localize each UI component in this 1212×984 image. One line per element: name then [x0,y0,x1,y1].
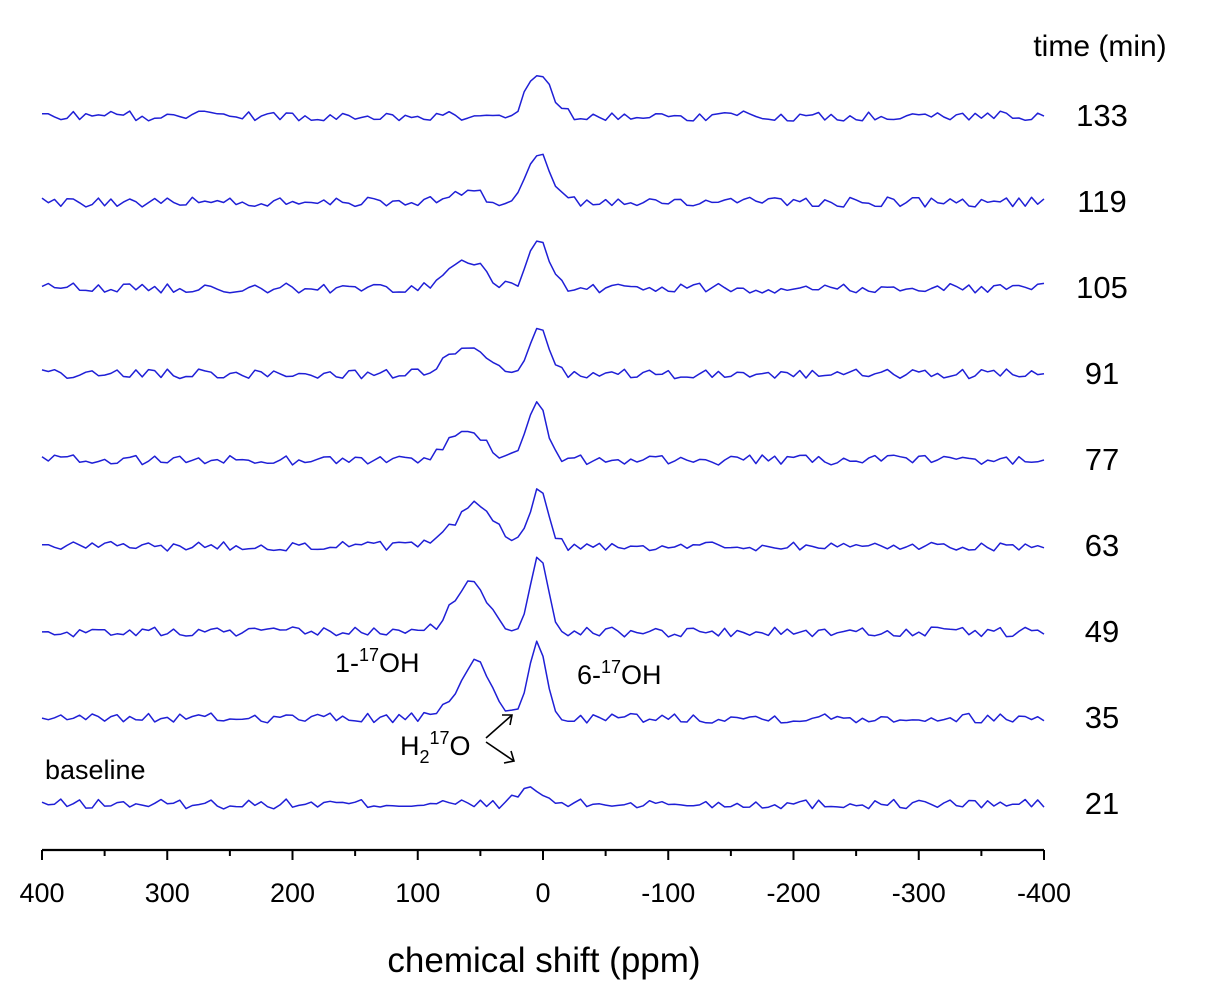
annotation-6-17oh-sup: 17 [601,657,621,677]
spectrum-trace-119 [41,153,1045,208]
spectrum-trace-63 [42,488,1045,552]
x-tick-label: 400 [19,878,64,908]
annotation-baseline: baseline [45,755,146,785]
time-header: time (min) [1033,30,1166,63]
annotation-1-17oh: 1-17OH [335,645,420,678]
spectra-traces [41,75,1045,810]
x-tick-label: -200 [766,878,820,908]
arrow-up-head [502,714,513,726]
spectrum-trace-49 [41,556,1045,638]
x-axis-ticks: 400 300 200 100 0 -100 -200 -300 -400 [19,850,1071,908]
time-labels: 21 35 49 63 77 91 105 119 133 [1076,98,1128,821]
x-tick-label: -300 [892,878,946,908]
spectrum-trace-77 [41,401,1045,466]
annotation-6-17oh-suffix: OH [621,660,662,690]
annotation-h2-17o-sub: 2 [420,747,430,767]
x-tick-label: 200 [270,878,315,908]
arrow-up-line [485,714,513,739]
time-label-91: 91 [1085,356,1119,391]
spectrum-trace-133 [42,75,1045,122]
spectrum-trace-91 [41,327,1045,380]
time-label-119: 119 [1077,184,1126,219]
annotation-h2-17o-o: O [450,731,471,761]
time-label-63: 63 [1085,528,1119,563]
annotation-1-17oh-sup: 17 [359,645,379,665]
arrow-down-head [503,750,516,764]
annotation-6-17oh-prefix: 6- [577,660,601,690]
x-tick-label: -400 [1017,878,1071,908]
x-tick-label: 100 [395,878,440,908]
spectrum-trace-35 [41,640,1045,724]
time-label-49: 49 [1085,614,1119,649]
annotation-h2-17o-h: H [400,731,420,761]
time-label-77: 77 [1085,442,1119,477]
x-tick-label: 300 [145,878,190,908]
x-axis-title: chemical shift (ppm) [387,941,700,980]
annotation-6-17oh: 6-17OH [577,657,662,690]
x-tick-label: 0 [535,878,550,908]
annotation-1-17oh-suffix: OH [379,648,420,678]
arrow-down-line [485,741,515,762]
spectrum-trace-21 [41,786,1045,810]
annotation-1-17oh-prefix: 1- [335,648,359,678]
time-label-133: 133 [1076,98,1128,133]
time-label-105: 105 [1076,270,1128,305]
annotation-h2-17o: H217O [400,728,471,767]
water-arrows [485,714,516,764]
annotation-h2-17o-sup: 17 [430,728,450,748]
time-label-35: 35 [1085,700,1119,735]
time-label-21: 21 [1085,786,1119,821]
x-tick-label: -100 [641,878,695,908]
spectrum-trace-105 [41,240,1045,294]
